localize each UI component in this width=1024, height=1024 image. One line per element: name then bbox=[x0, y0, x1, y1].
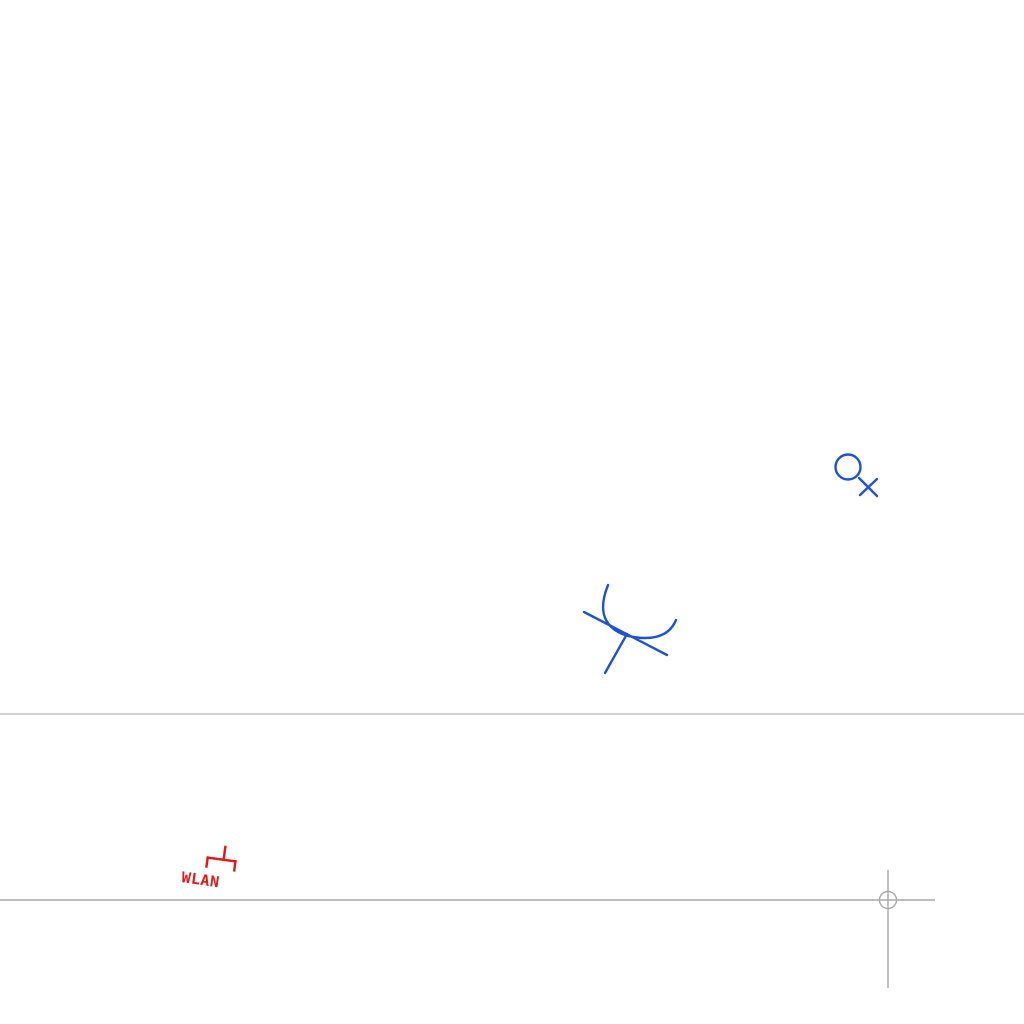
wlan-label: WLAN bbox=[180, 868, 220, 891]
female-connector-symbol[interactable] bbox=[834, 453, 879, 498]
crosshair-circle-icon[interactable] bbox=[878, 890, 898, 910]
bracket-tee-symbol[interactable] bbox=[582, 583, 678, 675]
connector-cross-b bbox=[858, 477, 879, 497]
tee-diagonal-line bbox=[582, 610, 669, 657]
wlan-antenna-symbol[interactable]: WLAN bbox=[180, 841, 237, 893]
wlan-mast bbox=[222, 845, 227, 862]
tee-arc bbox=[601, 583, 678, 640]
wlan-right-leg bbox=[232, 860, 237, 872]
wlan-top-bar bbox=[206, 856, 237, 863]
connector-circle bbox=[834, 453, 862, 481]
tee-stem-line bbox=[603, 632, 629, 675]
wlan-left-leg bbox=[205, 856, 210, 868]
